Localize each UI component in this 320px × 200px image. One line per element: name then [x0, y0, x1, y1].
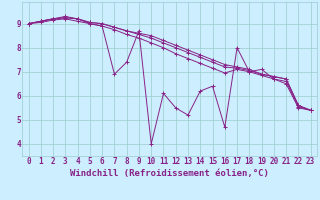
X-axis label: Windchill (Refroidissement éolien,°C): Windchill (Refroidissement éolien,°C)	[70, 169, 269, 178]
